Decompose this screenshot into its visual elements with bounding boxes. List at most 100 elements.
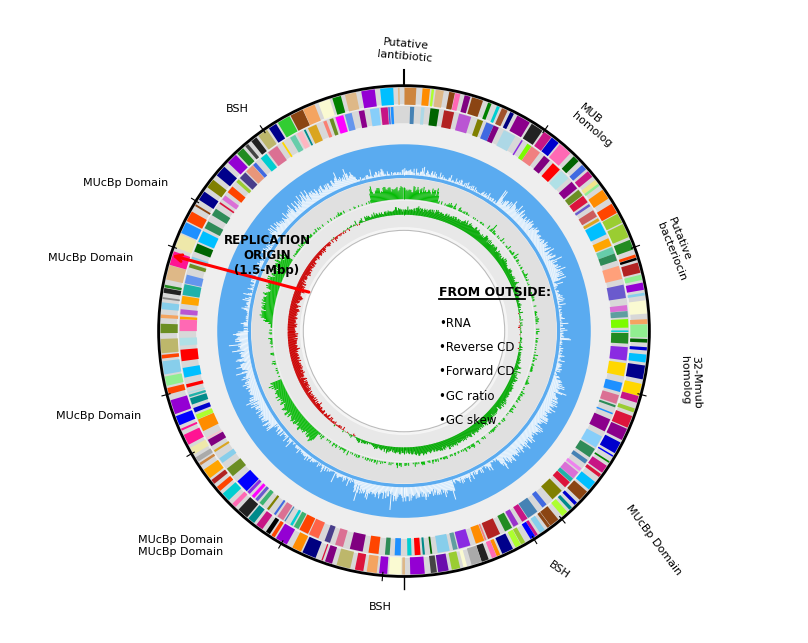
Wedge shape <box>582 180 598 194</box>
Wedge shape <box>607 361 626 376</box>
Circle shape <box>301 228 507 434</box>
Wedge shape <box>175 234 196 253</box>
Wedge shape <box>259 130 276 150</box>
Wedge shape <box>434 89 444 108</box>
Wedge shape <box>509 116 530 138</box>
Wedge shape <box>604 379 622 392</box>
Wedge shape <box>600 435 621 453</box>
Wedge shape <box>345 93 360 111</box>
Wedge shape <box>459 550 467 567</box>
Wedge shape <box>630 338 647 343</box>
Wedge shape <box>303 105 321 125</box>
Wedge shape <box>571 450 587 464</box>
Wedge shape <box>585 222 606 242</box>
Wedge shape <box>219 449 237 463</box>
Wedge shape <box>325 525 335 543</box>
Text: •Reverse CD: •Reverse CD <box>439 341 515 354</box>
Wedge shape <box>449 532 457 550</box>
Wedge shape <box>370 108 381 126</box>
Wedge shape <box>470 525 484 543</box>
Wedge shape <box>526 520 538 536</box>
Wedge shape <box>537 512 550 528</box>
Wedge shape <box>180 316 197 320</box>
Wedge shape <box>251 138 267 155</box>
Wedge shape <box>585 464 601 477</box>
Wedge shape <box>238 149 255 166</box>
Wedge shape <box>227 458 246 476</box>
Text: REPLICATION
ORIGIN
(1.5-Mbp): REPLICATION ORIGIN (1.5-Mbp) <box>223 234 310 277</box>
Wedge shape <box>330 118 339 136</box>
Wedge shape <box>255 486 269 502</box>
Wedge shape <box>429 556 437 573</box>
Wedge shape <box>570 196 587 212</box>
Wedge shape <box>332 96 345 115</box>
Wedge shape <box>574 171 592 188</box>
Wedge shape <box>562 491 577 505</box>
Wedge shape <box>522 521 535 539</box>
Wedge shape <box>162 353 179 359</box>
Wedge shape <box>620 258 637 265</box>
Wedge shape <box>611 319 629 328</box>
Wedge shape <box>199 192 218 209</box>
Wedge shape <box>551 499 567 516</box>
Wedge shape <box>274 500 285 515</box>
Wedge shape <box>170 395 191 414</box>
Wedge shape <box>385 538 391 555</box>
Wedge shape <box>428 108 440 127</box>
Wedge shape <box>472 119 483 137</box>
Wedge shape <box>558 495 572 510</box>
Wedge shape <box>495 108 507 126</box>
Wedge shape <box>252 484 266 498</box>
Wedge shape <box>318 99 335 119</box>
Wedge shape <box>446 92 455 110</box>
Wedge shape <box>503 112 514 129</box>
Wedge shape <box>190 393 208 404</box>
Wedge shape <box>612 410 632 428</box>
Text: 32-Mmub
homolog: 32-Mmub homolog <box>679 356 702 409</box>
Wedge shape <box>461 95 470 113</box>
Wedge shape <box>187 212 207 229</box>
Wedge shape <box>436 534 450 553</box>
Wedge shape <box>191 440 208 455</box>
Wedge shape <box>191 257 208 265</box>
Wedge shape <box>161 314 179 319</box>
Circle shape <box>303 230 505 432</box>
Wedge shape <box>198 231 218 249</box>
Text: MUcBp Domain: MUcBp Domain <box>48 253 133 264</box>
Wedge shape <box>541 163 560 182</box>
Wedge shape <box>594 452 610 463</box>
Wedge shape <box>455 529 470 548</box>
Wedge shape <box>176 410 196 425</box>
Wedge shape <box>268 146 287 166</box>
Wedge shape <box>200 454 215 466</box>
Wedge shape <box>606 422 627 440</box>
Wedge shape <box>621 262 641 277</box>
Text: BSH: BSH <box>546 559 571 581</box>
Wedge shape <box>367 555 379 573</box>
Wedge shape <box>181 296 200 306</box>
Wedge shape <box>335 528 347 547</box>
Wedge shape <box>222 195 239 210</box>
Wedge shape <box>185 275 204 287</box>
Circle shape <box>199 126 609 536</box>
Wedge shape <box>630 319 647 325</box>
Wedge shape <box>482 518 500 539</box>
Wedge shape <box>180 309 198 316</box>
Wedge shape <box>583 218 600 230</box>
Circle shape <box>216 143 592 519</box>
Wedge shape <box>596 406 613 414</box>
Circle shape <box>273 201 535 462</box>
Wedge shape <box>410 107 415 124</box>
Wedge shape <box>322 544 328 561</box>
Wedge shape <box>420 107 425 125</box>
Wedge shape <box>614 240 633 255</box>
Wedge shape <box>246 165 264 184</box>
Wedge shape <box>597 204 617 221</box>
Wedge shape <box>290 510 301 526</box>
Text: MUB
homolog: MUB homolog <box>570 102 621 149</box>
Wedge shape <box>181 422 197 431</box>
Wedge shape <box>398 87 400 105</box>
Wedge shape <box>532 491 546 507</box>
Wedge shape <box>165 285 182 291</box>
Wedge shape <box>261 154 277 172</box>
